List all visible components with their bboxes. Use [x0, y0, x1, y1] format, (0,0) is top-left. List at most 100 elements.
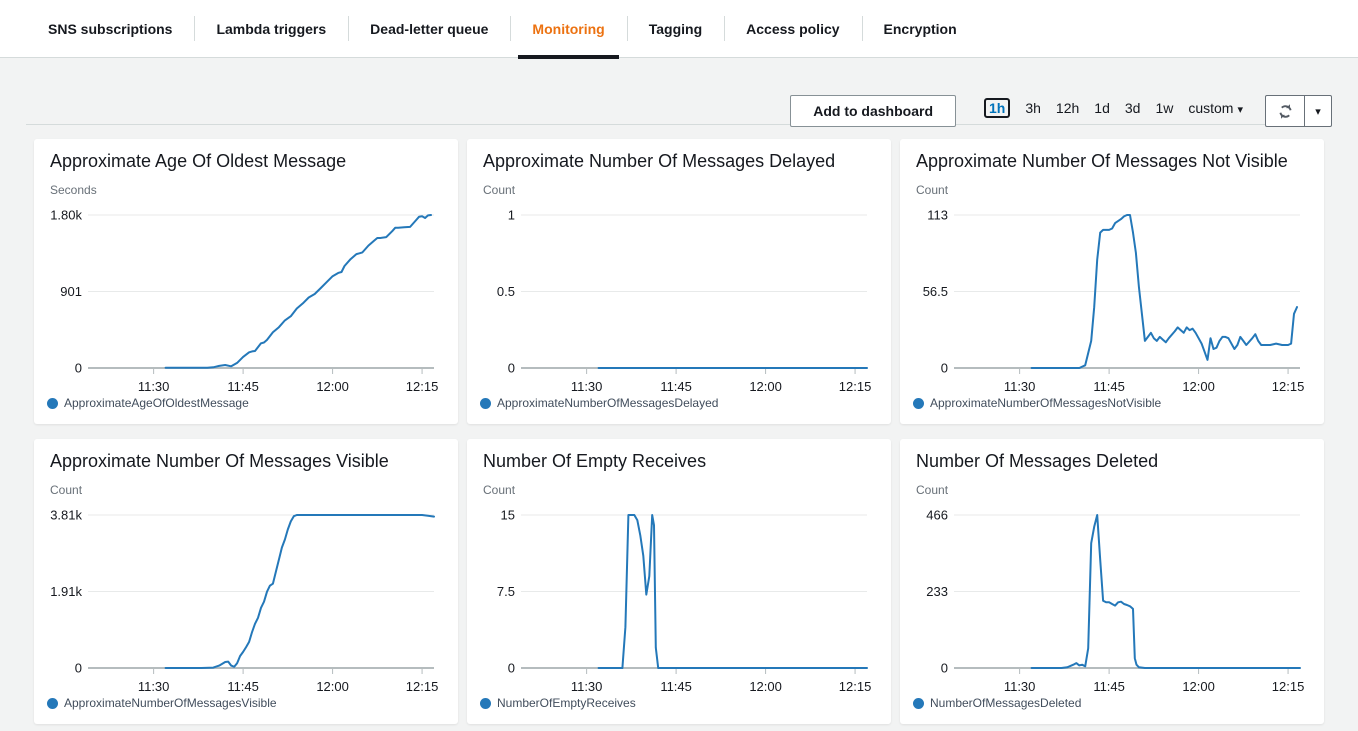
- chart-plot-area[interactable]: 3.81k 1.91k 0 11:30 11:45 12:00 12:15: [34, 500, 458, 696]
- svg-text:12:00: 12:00: [1182, 679, 1215, 694]
- svg-text:11:30: 11:30: [138, 679, 170, 694]
- chart-legend: NumberOfMessagesDeleted: [913, 696, 1324, 710]
- legend-dot-icon: [47, 697, 58, 709]
- range-custom-label: custom: [1188, 100, 1234, 116]
- range-1d[interactable]: 1d: [1094, 100, 1110, 116]
- legend-metric-name: ApproximateNumberOfMessagesVisible: [64, 696, 277, 710]
- range-12h[interactable]: 12h: [1055, 100, 1080, 116]
- chart-toolbar: Add to dashboard 1h 3h 12h 1d 3d 1w cust…: [26, 95, 1332, 127]
- time-range-selector: 1h 3h 12h 1d 3d 1w custom ▾: [984, 98, 1243, 118]
- svg-text:11:30: 11:30: [1004, 679, 1036, 694]
- caret-down-icon: ▾: [1237, 104, 1243, 116]
- svg-text:0: 0: [75, 661, 82, 676]
- svg-text:11:30: 11:30: [571, 679, 603, 694]
- chart-unit-label: Count: [50, 483, 83, 497]
- chart-title: Number Of Messages Deleted: [916, 451, 1159, 471]
- range-custom[interactable]: custom ▾: [1188, 100, 1243, 116]
- legend-metric-name: ApproximateNumberOfMessagesDelayed: [497, 396, 719, 410]
- svg-text:11:30: 11:30: [138, 379, 170, 394]
- svg-text:12:15: 12:15: [839, 379, 872, 394]
- chart-title: Approximate Age Of Oldest Message: [50, 151, 347, 171]
- chart-plot-area[interactable]: 113 56.5 0 11:30 11:45 12:00 12:15: [900, 200, 1324, 396]
- tab-lambda-triggers[interactable]: Lambda triggers: [194, 0, 348, 57]
- svg-text:11:30: 11:30: [1004, 379, 1036, 394]
- svg-text:11:45: 11:45: [1093, 379, 1125, 394]
- svg-text:466: 466: [926, 508, 948, 523]
- chart-title: Approximate Number Of Messages Visible: [50, 451, 389, 471]
- range-3h[interactable]: 3h: [1025, 100, 1041, 116]
- legend-metric-name: NumberOfMessagesDeleted: [930, 696, 1082, 710]
- chart-card: Approximate Number Of Messages Not Visib…: [900, 139, 1324, 424]
- svg-text:3.81k: 3.81k: [50, 508, 82, 523]
- chart-title: Number Of Empty Receives: [483, 451, 707, 471]
- chart-legend: ApproximateAgeOfOldestMessage: [47, 396, 458, 410]
- svg-text:7.5: 7.5: [497, 584, 515, 599]
- chart-unit-label: Seconds: [50, 183, 97, 197]
- refresh-options-button[interactable]: ▾: [1304, 95, 1332, 127]
- svg-text:1: 1: [508, 208, 515, 223]
- legend-dot-icon: [480, 397, 491, 409]
- tab-bar: SNS subscriptions Lambda triggers Dead-l…: [0, 0, 1358, 59]
- svg-text:15: 15: [501, 508, 515, 523]
- svg-text:0: 0: [941, 661, 948, 676]
- chart-card: Approximate Number Of Messages Visible C…: [34, 439, 458, 724]
- svg-text:1.91k: 1.91k: [50, 584, 82, 599]
- svg-text:113: 113: [927, 208, 948, 223]
- range-1w[interactable]: 1w: [1155, 100, 1174, 116]
- tab-access-policy[interactable]: Access policy: [724, 0, 861, 57]
- svg-text:233: 233: [926, 584, 948, 599]
- svg-text:0: 0: [508, 361, 515, 376]
- chart-unit-label: Count: [916, 183, 949, 197]
- svg-text:12:15: 12:15: [406, 379, 439, 394]
- svg-text:12:00: 12:00: [1182, 379, 1215, 394]
- tab-monitoring[interactable]: Monitoring: [510, 0, 626, 59]
- svg-text:0: 0: [508, 661, 515, 676]
- svg-text:11:45: 11:45: [227, 679, 259, 694]
- chart-plot-area[interactable]: 15 7.5 0 11:30 11:45 12:00 12:15: [467, 500, 891, 696]
- chart-legend: NumberOfEmptyReceives: [480, 696, 891, 710]
- chart-card: Number Of Empty Receives Count 15 7.5 0 11:…: [467, 439, 891, 724]
- range-3d[interactable]: 3d: [1124, 100, 1141, 116]
- tab-sns-subscriptions[interactable]: SNS subscriptions: [48, 20, 173, 37]
- refresh-button-group: ▾: [1265, 95, 1332, 127]
- svg-text:12:15: 12:15: [1272, 679, 1305, 694]
- caret-down-icon: ▾: [1315, 105, 1321, 118]
- legend-dot-icon: [913, 397, 924, 409]
- svg-text:12:00: 12:00: [749, 379, 782, 394]
- chart-title: Approximate Number Of Messages Not Visib…: [916, 151, 1288, 171]
- legend-metric-name: NumberOfEmptyReceives: [497, 696, 636, 710]
- svg-text:56.5: 56.5: [923, 284, 948, 299]
- svg-text:11:30: 11:30: [571, 379, 603, 394]
- svg-text:1.80k: 1.80k: [50, 208, 82, 223]
- legend-dot-icon: [913, 697, 924, 709]
- tab-dead-letter-queue[interactable]: Dead-letter queue: [348, 0, 510, 57]
- svg-text:0: 0: [941, 361, 948, 376]
- refresh-button[interactable]: [1265, 95, 1305, 127]
- svg-text:12:00: 12:00: [749, 679, 782, 694]
- refresh-icon: [1277, 103, 1294, 120]
- chart-legend: ApproximateNumberOfMessagesVisible: [47, 696, 458, 710]
- tab-encryption[interactable]: Encryption: [861, 0, 979, 57]
- svg-text:12:15: 12:15: [839, 679, 872, 694]
- range-1h[interactable]: 1h: [984, 98, 1011, 118]
- chart-plot-area[interactable]: 1.80k 901 0 11:30 11:45 12:00 12:15: [34, 200, 458, 396]
- legend-dot-icon: [480, 697, 491, 709]
- legend-metric-name: ApproximateNumberOfMessagesNotVisible: [930, 396, 1162, 410]
- svg-text:11:45: 11:45: [1093, 679, 1125, 694]
- chart-title: Approximate Number Of Messages Delayed: [483, 151, 836, 171]
- svg-text:11:45: 11:45: [660, 379, 692, 394]
- svg-text:12:15: 12:15: [1272, 379, 1305, 394]
- add-to-dashboard-button[interactable]: Add to dashboard: [790, 95, 956, 127]
- svg-text:901: 901: [60, 284, 82, 299]
- chart-unit-label: Count: [483, 183, 516, 197]
- chart-grid: Approximate Age Of Oldest Message Second…: [34, 139, 1324, 724]
- chart-unit-label: Count: [483, 483, 516, 497]
- chart-plot-area[interactable]: 466 233 0 11:30 11:45 12:00 12:15: [900, 500, 1324, 696]
- svg-text:0.5: 0.5: [497, 284, 515, 299]
- chart-plot-area[interactable]: 1 0.5 0 11:30 11:45 12:00 12:15: [467, 200, 891, 396]
- tab-tagging[interactable]: Tagging: [626, 0, 724, 57]
- chart-card: Approximate Age Of Oldest Message Second…: [34, 139, 458, 424]
- chart-card: Number Of Messages Deleted Count 466 233 0…: [900, 439, 1324, 724]
- chart-legend: ApproximateNumberOfMessagesDelayed: [480, 396, 891, 410]
- legend-dot-icon: [47, 397, 58, 409]
